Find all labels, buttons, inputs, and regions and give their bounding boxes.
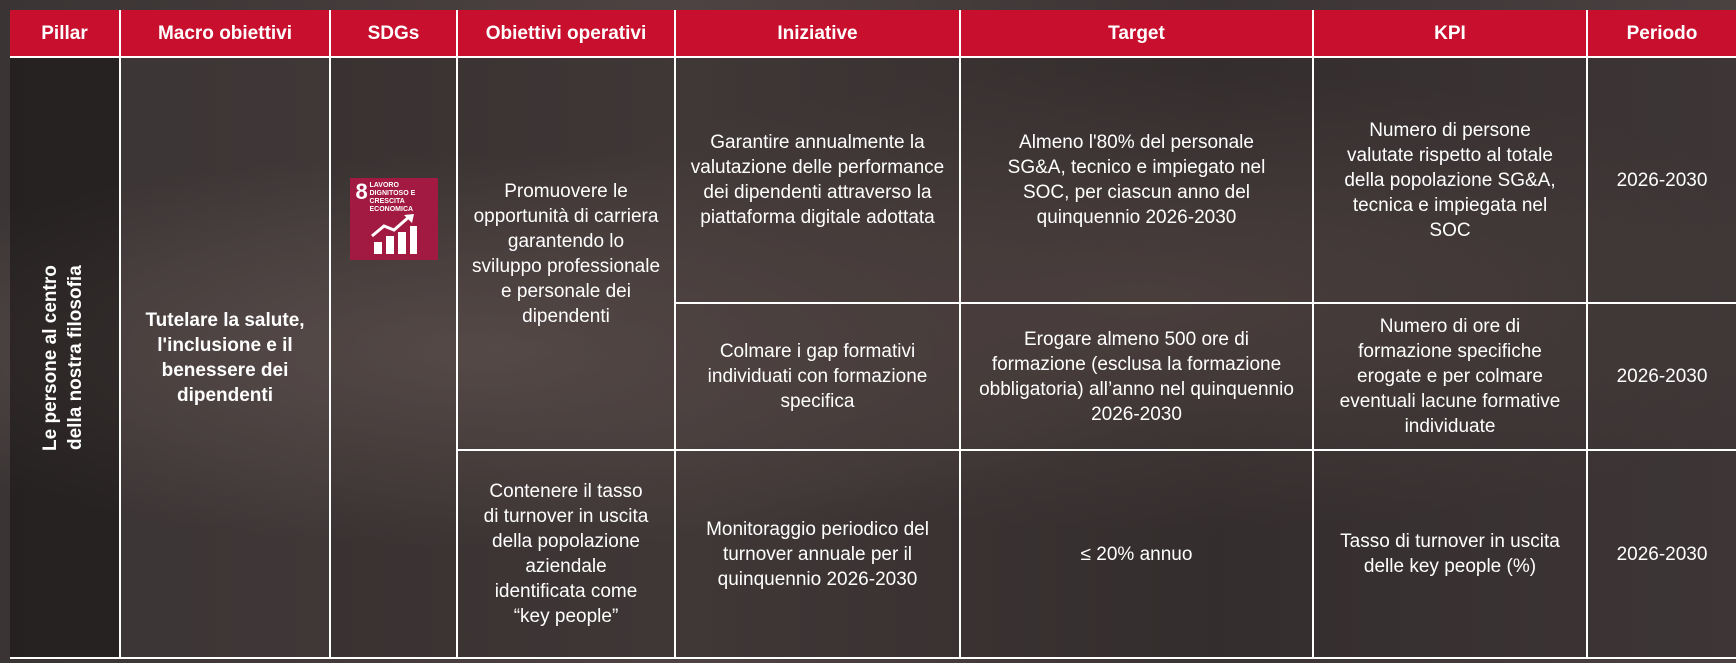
objectives-table: Pillar Macro obiettivi SDGs Obiettivi op… [10,10,1736,659]
period: 2026-2030 [1586,302,1736,451]
period: 2026-2030 [1586,449,1736,659]
sdg-cell: 8 LAVORO DIGNITOSO E CRESCITA ECONOMICA [329,56,458,659]
pillar: Le persone al centro della nostra filoso… [39,264,86,451]
header-row: Pillar Macro obiettivi SDGs Obiettivi op… [10,10,1736,58]
header-cell: Macro obiettivi [119,10,331,58]
sdg-label: LAVORO DIGNITOSO E CRESCITA ECONOMICA [369,182,416,213]
row: Colmare i gap formativi individuati con … [10,302,1736,451]
period: 2026-2030 [1586,56,1736,304]
initiative: Garantire annualmente la valutazione del… [674,56,961,304]
sdg-number: 8 [355,179,368,204]
initiative: Monitoraggio periodico del turnover annu… [674,449,961,659]
macro-objective: Tutelare la salute, l'inclusione e il be… [119,56,331,659]
kpi: Numero di persone valutate rispetto al t… [1312,56,1588,304]
target: Almeno l'80% del personale SG&A, tecnico… [959,56,1314,304]
operational-objective: Promuovere le opportunità di carriera ga… [456,56,676,451]
row: Le persone al centro della nostra filoso… [10,56,1736,659]
target: Erogare almeno 500 ore di formazione (es… [959,302,1314,451]
sdg-icon: 8 LAVORO DIGNITOSO E CRESCITA ECONOMICA [349,178,438,260]
initiative: Colmare i gap formativi individuati con … [674,302,961,451]
kpi: Numero di ore di formazione specifiche e… [1312,302,1588,451]
pillar-cell: Le persone al centro della nostra filoso… [10,56,121,659]
kpi: Tasso di turnover in uscita delle key pe… [1312,449,1588,659]
row: Contenere il tasso di turnover in uscita… [10,449,1736,659]
sdg-graphic [370,214,417,254]
header-cell: KPI [1312,10,1588,58]
header-cell: Obiettivi operativi [456,10,676,58]
header-cell: Periodo [1586,10,1736,58]
header-cell: Iniziative [674,10,961,58]
header-cell: SDGs [329,10,458,58]
header-cell: Pillar [10,10,121,58]
target: ≤ 20% annuo [959,449,1314,659]
operational-objective: Contenere il tasso di turnover in uscita… [456,449,676,659]
header-cell: Target [959,10,1314,58]
